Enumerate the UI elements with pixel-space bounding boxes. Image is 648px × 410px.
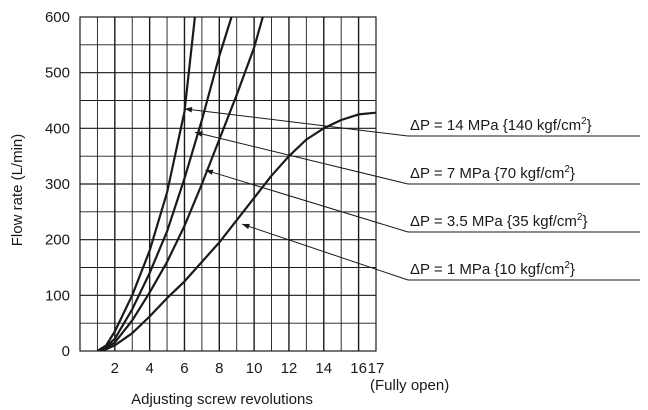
x-tick-label: 12 — [281, 360, 298, 377]
y-tick-label: 400 — [45, 120, 70, 137]
y-tick-label: 300 — [45, 176, 70, 193]
series-label-text: ΔP = 14 MPa {140 kgf/cm2} — [410, 116, 592, 134]
series-leader-arrowhead — [184, 107, 193, 113]
series-label-1: ΔP = 14 MPa {140 kgf/cm2} — [184, 107, 640, 137]
series-leader-line — [205, 169, 409, 233]
grid — [80, 17, 376, 351]
x-tick-label: 8 — [215, 360, 223, 377]
series-lines — [96, 17, 376, 351]
x-tick-label: 14 — [315, 360, 332, 377]
x-axis-end-note: (Fully open) — [370, 377, 449, 394]
plot-frame — [79, 16, 377, 352]
series-line-2 — [96, 17, 233, 351]
series-line-1 — [96, 17, 196, 351]
series-leader-line — [241, 223, 409, 281]
series-leader-arrowhead — [194, 131, 203, 137]
y-axis-ticks: 0 100 200 300 400 500 600 — [45, 9, 70, 360]
series-leader-arrowhead — [241, 223, 250, 230]
y-tick-label: 500 — [45, 65, 70, 82]
y-tick-label: 200 — [45, 232, 70, 249]
x-tick-label: 2 — [111, 360, 119, 377]
x-axis-ticks: 2 4 6 8 10 12 14 16 17 — [111, 360, 385, 377]
y-tick-label: 100 — [45, 287, 70, 304]
y-tick-label: 0 — [62, 343, 70, 360]
series-label-text: ΔP = 7 MPa {70 kgf/cm2} — [410, 164, 575, 182]
x-tick-label: 4 — [145, 360, 153, 377]
x-tick-label: 10 — [246, 360, 263, 377]
series-label-4: ΔP = 1 MPa {10 kgf/cm2} — [241, 223, 640, 281]
y-axis-label: Flow rate (L/min) — [9, 134, 26, 247]
series-label-3: ΔP = 3.5 MPa {35 kgf/cm2} — [205, 169, 640, 233]
x-tick-label: 17 — [368, 360, 385, 377]
series-labels: ΔP = 14 MPa {140 kgf/cm2} ΔP = 7 MPa {70 … — [184, 107, 640, 281]
series-line-4 — [97, 111, 376, 351]
x-axis-label: Adjusting screw revolutions — [131, 391, 313, 408]
series-label-text: ΔP = 3.5 MPa {35 kgf/cm2} — [410, 212, 588, 230]
y-tick-label: 600 — [45, 9, 70, 26]
series-leader-line — [194, 131, 409, 185]
series-label-2: ΔP = 7 MPa {70 kgf/cm2} — [194, 131, 640, 185]
series-line-3 — [97, 17, 264, 351]
series-leader-arrowhead — [205, 169, 214, 175]
series-leader-line — [184, 108, 409, 137]
x-tick-label: 16 — [350, 360, 367, 377]
x-tick-label: 6 — [180, 360, 188, 377]
series-label-text: ΔP = 1 MPa {10 kgf/cm2} — [410, 260, 575, 278]
